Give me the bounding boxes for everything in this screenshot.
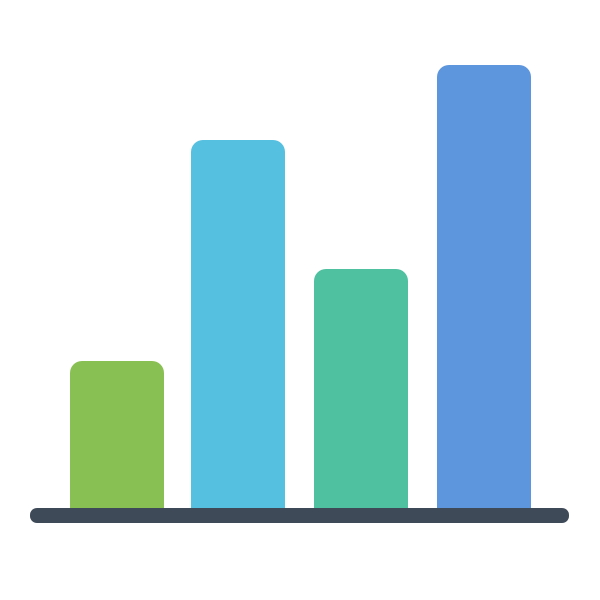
bar-4 [437,65,531,508]
bar-3 [314,269,408,508]
bar-chart-icon [0,0,600,600]
bar-1 [70,361,164,508]
bar-2 [191,140,285,508]
chart-baseline [30,508,569,523]
